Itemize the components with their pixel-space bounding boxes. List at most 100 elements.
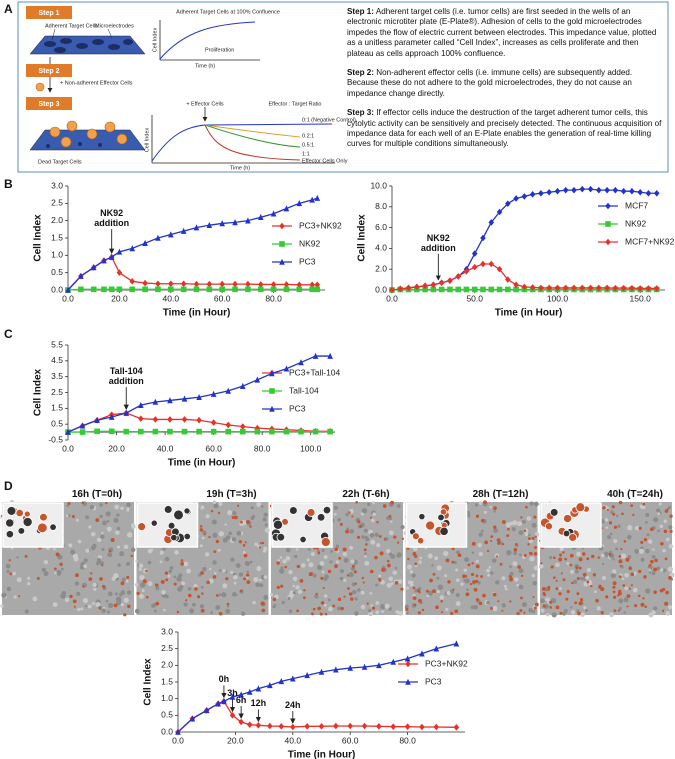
data-point: [181, 416, 188, 423]
cell-texture: [612, 558, 615, 561]
cell-texture: [293, 554, 298, 559]
data-point: [562, 186, 569, 194]
cell-texture: [126, 508, 130, 512]
effector-dot: [559, 611, 563, 615]
effector-cell: [35, 82, 45, 92]
cell-texture: [64, 597, 70, 603]
cell-texture: [12, 571, 16, 576]
effector-dot: [642, 597, 645, 600]
data-point: [314, 286, 321, 293]
data-point: [79, 422, 86, 429]
cell-texture: [501, 576, 506, 581]
effector-dot: [379, 551, 384, 556]
data-point: [637, 188, 643, 196]
effector-dot: [602, 505, 606, 510]
panel-a-frame: [17, 1, 669, 173]
effector-dot: [519, 609, 523, 613]
inset-cell: [544, 522, 553, 531]
effector-dot: [8, 559, 11, 562]
effector-dot: [113, 603, 118, 608]
cell-texture: [292, 584, 296, 588]
effector-dot: [123, 613, 127, 617]
cell-texture: [0, 604, 4, 608]
effector-dot: [382, 504, 387, 508]
effector-dot: [597, 556, 600, 559]
data-point: [257, 286, 264, 293]
dead-cells: [46, 142, 102, 148]
cell-texture: [138, 563, 144, 568]
cell-texture: [164, 556, 170, 562]
effector-dot: [577, 611, 581, 616]
cell-texture: [201, 536, 205, 540]
cell-texture: [349, 528, 355, 534]
data-point: [168, 280, 174, 288]
effector-dot: [315, 592, 318, 596]
cell-texture: [406, 564, 412, 570]
effector-dot: [613, 595, 617, 599]
cell-texture: [222, 583, 228, 589]
data-point: [513, 195, 519, 202]
effector-dot: [650, 559, 654, 564]
effector-dot: [493, 525, 497, 529]
data-point: [390, 723, 397, 730]
data-point: [193, 280, 200, 288]
cell-texture: [456, 550, 460, 555]
cell-texture: [177, 586, 183, 592]
data-point: [612, 186, 619, 194]
cell-texture: [516, 583, 519, 587]
cell-texture: [183, 561, 189, 567]
effector-dot: [145, 569, 148, 573]
cell-texture: [135, 559, 138, 563]
cell-texture: [96, 558, 102, 563]
data-point: [283, 205, 290, 212]
effector-dot: [259, 542, 262, 545]
effector-dot: [630, 572, 635, 577]
data-point: [219, 286, 225, 293]
cell-texture: [205, 552, 210, 557]
data-point: [167, 416, 173, 423]
effector-dot: [369, 569, 374, 574]
effector-dot: [366, 602, 369, 605]
effector-dot: [475, 514, 480, 518]
cell-texture: [529, 501, 534, 506]
cell-texture: [342, 551, 348, 557]
y-tick-label: 8.0: [375, 201, 387, 211]
x-tick-label: 60.0: [214, 293, 231, 303]
data-point: [318, 723, 325, 730]
cell-texture: [60, 567, 64, 571]
effector-dot: [617, 609, 620, 612]
effector-dot: [450, 611, 454, 615]
effector-dot: [527, 543, 530, 546]
cell-texture: [350, 566, 356, 571]
inset-cell: [137, 522, 147, 532]
cell-texture: [609, 612, 614, 618]
cell-texture: [202, 566, 207, 572]
data-point: [138, 428, 144, 435]
data-point: [455, 273, 461, 280]
cell-texture: [242, 551, 246, 554]
effector-dot: [337, 597, 342, 602]
cell-texture: [436, 565, 442, 571]
series-line: [67, 197, 318, 291]
effector-dot: [353, 570, 357, 574]
effector-dot: [513, 548, 518, 552]
effector-dot: [154, 583, 159, 587]
data-point: [538, 189, 544, 197]
effector-dot: [473, 587, 478, 592]
y-tick-label: 4.0: [375, 243, 387, 253]
cell-texture: [134, 582, 139, 587]
x-tick-label: 60.0: [205, 443, 222, 453]
cell-texture: [463, 568, 467, 572]
cell-texture: [215, 604, 221, 610]
cell-texture: [405, 586, 410, 590]
data-point: [645, 285, 652, 292]
cell-texture: [460, 582, 464, 586]
effector-dot: [553, 576, 556, 579]
effector-dot: [643, 575, 647, 579]
effector-dot: [495, 555, 499, 558]
data-point: [433, 723, 440, 731]
data-point: [629, 187, 635, 195]
data-point: [397, 285, 404, 293]
cell-texture: [657, 529, 660, 533]
cell-texture: [547, 597, 550, 600]
